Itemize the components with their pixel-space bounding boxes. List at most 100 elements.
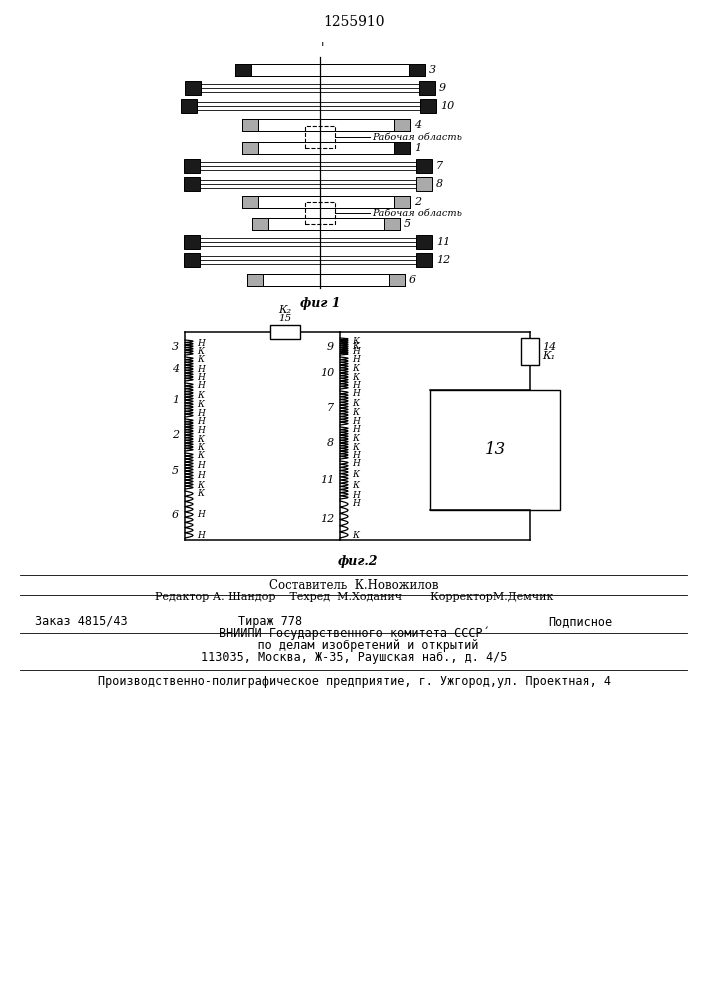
Bar bbox=[394, 119, 410, 131]
Text: по делам изобретений и открытий: по делам изобретений и открытий bbox=[229, 639, 479, 652]
Bar bbox=[184, 244, 200, 248]
Text: Н: Н bbox=[352, 499, 360, 508]
Text: Н: Н bbox=[352, 491, 360, 500]
Text: 8: 8 bbox=[327, 438, 334, 448]
Bar bbox=[184, 186, 200, 190]
Bar bbox=[184, 240, 200, 244]
Bar bbox=[184, 182, 200, 186]
Bar bbox=[185, 90, 201, 94]
Bar bbox=[258, 196, 394, 208]
Text: 9: 9 bbox=[439, 83, 446, 93]
Text: 5: 5 bbox=[172, 466, 179, 476]
Bar bbox=[184, 168, 200, 172]
Text: К: К bbox=[197, 400, 204, 409]
Text: Рабочая область: Рабочая область bbox=[372, 209, 462, 218]
Text: К: К bbox=[197, 452, 204, 460]
Bar bbox=[416, 182, 432, 186]
Text: К: К bbox=[352, 481, 359, 490]
Text: 7: 7 bbox=[327, 403, 334, 413]
Bar bbox=[416, 253, 432, 267]
Bar bbox=[419, 82, 435, 86]
Bar bbox=[185, 81, 201, 95]
Text: 9: 9 bbox=[327, 342, 334, 352]
Text: Н: Н bbox=[352, 381, 360, 390]
Text: Н: Н bbox=[197, 410, 205, 418]
Bar bbox=[419, 86, 435, 90]
Text: 1: 1 bbox=[172, 395, 179, 405]
Bar bbox=[242, 196, 258, 208]
Text: 4: 4 bbox=[172, 364, 179, 374]
Text: К: К bbox=[197, 391, 204, 400]
Text: К: К bbox=[352, 364, 359, 373]
Bar bbox=[251, 64, 409, 76]
Bar bbox=[416, 186, 432, 190]
Text: К: К bbox=[352, 342, 359, 351]
Text: Н: Н bbox=[197, 373, 205, 382]
Bar bbox=[181, 108, 197, 112]
Text: Н: Н bbox=[197, 530, 205, 540]
Text: 8: 8 bbox=[436, 179, 443, 189]
Text: Н: Н bbox=[197, 462, 205, 471]
Text: Н: Н bbox=[197, 510, 205, 519]
Bar bbox=[420, 99, 436, 113]
Bar bbox=[416, 244, 432, 248]
Text: К: К bbox=[352, 470, 359, 479]
Bar bbox=[181, 104, 197, 108]
Bar bbox=[184, 254, 200, 258]
Text: 11: 11 bbox=[436, 237, 450, 247]
Bar bbox=[384, 218, 400, 230]
Text: Производственно-полиграфическое предприятие, г. Ужгород,ул. Проектная, 4: Производственно-полиграфическое предприя… bbox=[98, 675, 611, 688]
Text: К: К bbox=[197, 435, 204, 444]
Text: Н: Н bbox=[197, 426, 205, 435]
Bar bbox=[247, 274, 405, 286]
Text: К: К bbox=[352, 408, 359, 417]
Bar bbox=[252, 218, 400, 230]
Text: К: К bbox=[197, 489, 204, 498]
Text: 2: 2 bbox=[172, 430, 179, 440]
Text: 2: 2 bbox=[414, 197, 421, 207]
Bar bbox=[242, 142, 258, 154]
Text: Подписное: Подписное bbox=[548, 615, 612, 628]
Bar bbox=[416, 178, 432, 182]
Bar bbox=[181, 100, 197, 104]
Bar bbox=[184, 178, 200, 182]
Bar bbox=[416, 262, 432, 266]
Text: К: К bbox=[352, 336, 359, 346]
Bar bbox=[247, 274, 263, 286]
Text: ': ' bbox=[321, 42, 325, 55]
Text: фиг 1: фиг 1 bbox=[300, 297, 340, 310]
Bar bbox=[184, 177, 200, 191]
Text: фиг.2: фиг.2 bbox=[337, 555, 378, 568]
Bar bbox=[185, 86, 201, 90]
Text: Н: Н bbox=[197, 381, 205, 390]
Text: 12: 12 bbox=[436, 255, 450, 265]
Bar bbox=[416, 164, 432, 168]
Text: К₂: К₂ bbox=[279, 305, 291, 315]
Bar bbox=[409, 64, 425, 76]
Text: Тираж 778: Тираж 778 bbox=[238, 615, 302, 628]
Text: К: К bbox=[197, 348, 204, 357]
Bar bbox=[184, 235, 200, 249]
Text: Н: Н bbox=[197, 472, 205, 481]
Text: 14: 14 bbox=[542, 342, 556, 352]
Text: 1255910: 1255910 bbox=[323, 15, 385, 29]
Bar bbox=[258, 142, 394, 154]
Text: Н: Н bbox=[197, 364, 205, 373]
Text: 10: 10 bbox=[320, 368, 334, 378]
Text: Н: Н bbox=[197, 418, 205, 426]
Text: 6: 6 bbox=[409, 275, 416, 285]
Bar bbox=[235, 64, 425, 76]
Bar bbox=[416, 236, 432, 240]
Bar bbox=[420, 100, 436, 104]
Bar bbox=[389, 274, 405, 286]
Bar bbox=[270, 325, 300, 339]
Bar bbox=[268, 218, 384, 230]
Text: Н: Н bbox=[352, 389, 360, 398]
Bar bbox=[184, 253, 200, 267]
Text: К: К bbox=[352, 373, 359, 382]
Text: Н: Н bbox=[352, 426, 360, 434]
Text: 15: 15 bbox=[279, 314, 291, 323]
Bar bbox=[263, 274, 389, 286]
Bar bbox=[419, 90, 435, 94]
Bar bbox=[305, 126, 335, 148]
